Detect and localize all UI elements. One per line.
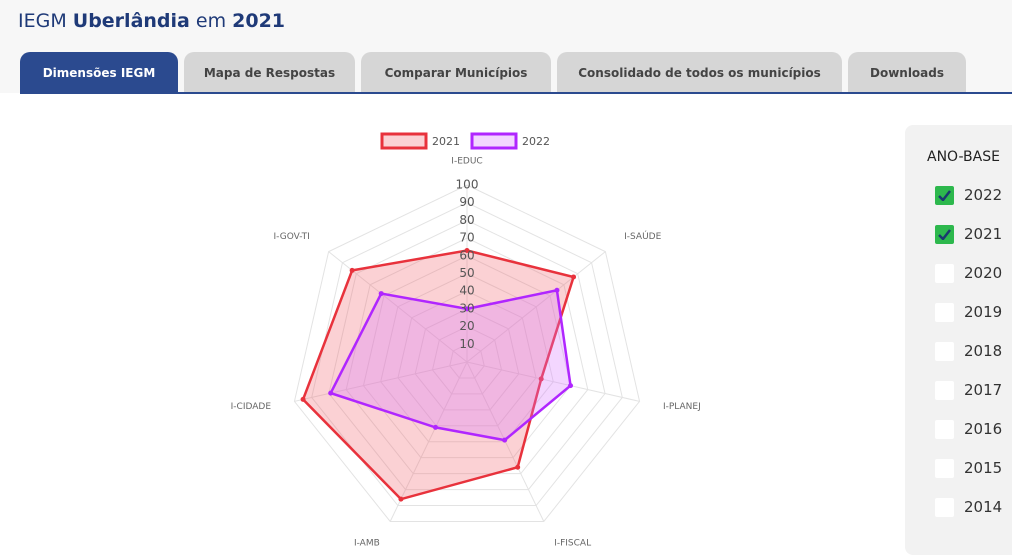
series-point xyxy=(464,306,470,312)
checkbox[interactable] xyxy=(935,341,954,361)
checkbox[interactable] xyxy=(935,458,954,478)
series-point xyxy=(538,376,544,382)
checkbox[interactable] xyxy=(935,185,954,205)
axis-label: I-GOV-TI xyxy=(274,232,310,242)
tab[interactable]: Dimensões IEGM xyxy=(20,52,178,93)
grid-ring xyxy=(431,326,503,395)
spoke xyxy=(466,361,640,402)
grid-ring xyxy=(449,343,485,379)
axis-label: I-PLANEJ xyxy=(663,402,701,412)
year-label: 2021 xyxy=(964,225,1003,243)
r-tick-label: 70 xyxy=(459,231,474,245)
r-tick-label: 80 xyxy=(459,213,474,227)
r-tick-label: 50 xyxy=(459,266,474,280)
grid-ring xyxy=(397,290,537,427)
radar-chart: I-EDUC I-SAÚDE I-PLANEJ I-FISCAL I-AMB I-CIDA… xyxy=(231,132,701,549)
year-label: 2019 xyxy=(964,303,1003,321)
series-point xyxy=(464,247,470,253)
series-point xyxy=(328,390,334,396)
series-point xyxy=(515,464,521,470)
spoke xyxy=(294,361,468,402)
tab[interactable]: Downloads xyxy=(848,52,966,93)
tab-underline xyxy=(20,92,1012,94)
tab-bar: Dimensões IEGM Mapa de Respostas Comparar … xyxy=(20,52,966,93)
series-point xyxy=(378,291,384,297)
legend-swatch xyxy=(380,132,428,150)
checkbox[interactable] xyxy=(935,263,954,283)
sidebar-title: ANO-BASE xyxy=(927,149,1000,165)
title-part: em xyxy=(189,10,233,32)
year-label: 2017 xyxy=(964,381,1003,399)
year-option[interactable]: 2022 xyxy=(935,185,1002,205)
checkbox[interactable] xyxy=(935,224,954,244)
series-area xyxy=(328,288,572,442)
grid-ring xyxy=(380,272,554,443)
page-title: IEGM Uberlândia em 2021 xyxy=(18,10,285,32)
title-part: Uberlândia xyxy=(72,10,190,32)
grid-ring xyxy=(311,202,623,507)
sidebar: ANO-BASE 2022 2021 2020 2019 2018 2017 2016 201… xyxy=(905,125,1012,555)
year-option[interactable]: 2016 xyxy=(935,419,1002,439)
year-label: 2014 xyxy=(964,498,1003,516)
grid-ring xyxy=(293,184,641,522)
grid-ring xyxy=(362,255,572,459)
axis-label: I-EDUC xyxy=(451,157,482,167)
r-tick-label: 100 xyxy=(456,178,479,192)
series-point xyxy=(398,496,404,502)
year-option[interactable]: 2021 xyxy=(935,224,1002,244)
year-label: 2015 xyxy=(964,459,1003,477)
legend-label: 2021 xyxy=(432,135,460,148)
series-point xyxy=(554,287,560,293)
check-icon xyxy=(938,228,951,240)
year-option[interactable]: 2018 xyxy=(935,341,1002,361)
series-point xyxy=(349,267,355,273)
spoke xyxy=(466,251,606,363)
axis-label: I-SAÚDE xyxy=(624,230,661,242)
axis-label: I-FISCAL xyxy=(554,539,591,549)
year-label: 2018 xyxy=(964,342,1003,360)
tab[interactable]: Consolidado de todos os municípios xyxy=(557,52,842,93)
year-option[interactable]: 2019 xyxy=(935,302,1002,322)
title-part: 2021 xyxy=(232,10,286,32)
checkbox[interactable] xyxy=(935,497,954,517)
grid-ring xyxy=(414,308,520,411)
year-label: 2020 xyxy=(964,264,1003,282)
year-option[interactable]: 2014 xyxy=(935,497,1002,517)
checkbox[interactable] xyxy=(935,380,954,400)
grid-ring xyxy=(345,237,589,475)
tab[interactable]: Mapa de Respostas xyxy=(184,52,355,93)
legend-label: 2022 xyxy=(522,135,550,148)
year-label: 2022 xyxy=(964,186,1003,204)
title-part: IEGM xyxy=(18,10,73,32)
series-point xyxy=(433,424,439,430)
series-point xyxy=(571,274,577,280)
series-point xyxy=(568,383,574,389)
axis-label: I-CIDADE xyxy=(231,402,272,412)
series-point xyxy=(300,396,306,402)
r-tick-label: 90 xyxy=(459,195,474,209)
axis-label: I-AMB xyxy=(354,539,380,549)
grid-ring xyxy=(328,219,606,491)
year-option[interactable]: 2017 xyxy=(935,380,1002,400)
r-tick-label: 60 xyxy=(459,248,474,262)
year-label: 2016 xyxy=(964,420,1003,438)
checkbox[interactable] xyxy=(935,419,954,439)
spoke xyxy=(389,361,468,522)
r-tick-label: 10 xyxy=(459,337,474,351)
legend-swatch xyxy=(470,132,518,150)
check-icon xyxy=(938,189,951,201)
r-tick-label: 30 xyxy=(459,301,474,315)
year-option[interactable]: 2015 xyxy=(935,458,1002,478)
series-point xyxy=(502,437,508,443)
checkbox[interactable] xyxy=(935,302,954,322)
r-tick-label: 40 xyxy=(459,284,474,298)
tab[interactable]: Comparar Municípios xyxy=(361,52,551,93)
year-option[interactable]: 2020 xyxy=(935,263,1002,283)
r-tick-label: 20 xyxy=(459,319,474,333)
